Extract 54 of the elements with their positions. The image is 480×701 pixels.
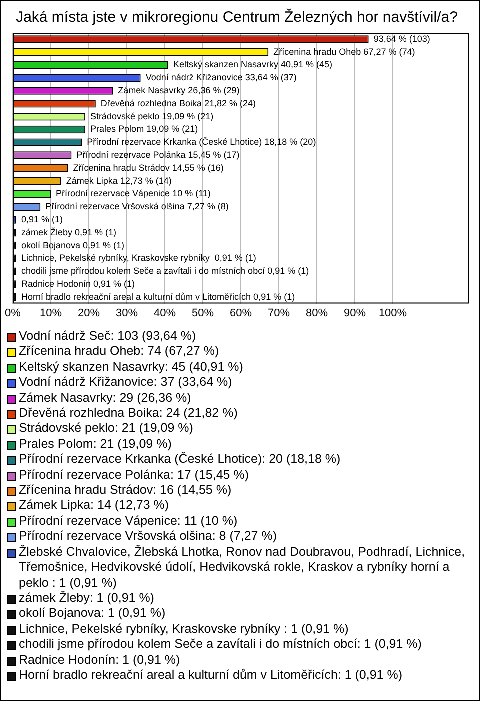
data-label: Vodní nádrž Křižanovice 33,64 % (37): [146, 72, 297, 83]
x-tick-label: 40%: [154, 307, 176, 320]
data-label: Radnice Hodonín 0,91 % (1): [21, 278, 136, 289]
x-tick-label: 60%: [230, 307, 252, 320]
data-label: Lichnice, Pekelské rybníky, Kraskovske rybníky 0,91 % (1): [21, 253, 256, 264]
x-tick-label: 70%: [268, 307, 290, 320]
legend-label: Zámek Nasavrky: 29 (26,36 %): [19, 390, 192, 406]
data-label: okolí Bojanova 0,91 % (1): [21, 240, 125, 250]
x-tick-label: 50%: [192, 307, 214, 320]
chart-title: Jaká místa jste v mikroregionu Centrum Železných hor navštívil/a?: [16, 8, 458, 26]
data-label: Prales Polom 19,09 % (21): [90, 124, 198, 134]
legend-label: Strádovské peklo: 21 (19,09 %): [19, 421, 194, 437]
data-label: Zámek Nasavrky 26,36 % (29): [118, 86, 240, 96]
legend-label: Vodní nádrž Křižanovice: 37 (33,64 %): [19, 375, 232, 391]
legend-label: Zřícenina hradu Oheb: 74 (67,27 %): [19, 344, 220, 360]
data-label: zámek Žleby 0,91 % (1): [21, 227, 117, 238]
data-label: 93,64 % (103): [374, 34, 430, 44]
data-label: Strádovské peklo 19,09 % (21): [90, 111, 214, 122]
legend-label: Radnice Hodonín: 1 (0,91 %): [19, 652, 180, 668]
data-label: Keltský skanzen Nasavrky 40,91 % (45): [173, 60, 333, 70]
data-label: Zámek Lipka 12,73 % (14): [66, 176, 172, 186]
data-label: Přírodní rezervace Krkanka (České Lhotice) 18,18 % (20): [87, 137, 316, 148]
legend-label: Přírodní rezervace Polánka: 17 (15,45 %): [19, 468, 249, 484]
x-tick-label: 30%: [116, 307, 138, 320]
data-label: Přírodní rezervace Vršovská olšina 7,27 % (8): [46, 202, 229, 212]
legend-label: Lichnice, Pekelské rybníky, Kraskovske rybníky : 1 (0,91 %): [19, 622, 349, 638]
legend-label: Horní bradlo rekreační areal a kulturní dům v Litoměřicích: 1 (0,91 %): [19, 668, 403, 684]
legend-label: Přírodní rezervace Krkanka (České Lhotice): 20 (18,18 %): [19, 452, 341, 468]
x-tick-label: 10%: [40, 307, 62, 320]
data-label: Zřícenina hradu Oheb 67,27 % (74): [274, 46, 416, 57]
x-tick-label: 20%: [78, 307, 100, 320]
x-tick-label: 90%: [344, 307, 366, 320]
x-tick-label: 100%: [378, 307, 408, 320]
legend-label: chodili jsme přírodou kolem Seče a zavítali i do místních obcí: 1 (0,91 %): [19, 637, 422, 653]
legend-label: okolí Bojanova: 1 (0,91 %): [19, 606, 166, 622]
x-tick-label: 80%: [306, 307, 328, 320]
data-label: Zřícenina hradu Strádov 14,55 % (16): [73, 162, 224, 173]
data-label: Dřevěná rozhledna Boika 21,82 % (24): [100, 98, 256, 108]
legend-label: Vodní nádrž Seč: 103 (93,64 %): [19, 329, 196, 344]
legend-label: Přírodní rezervace Vršovská olšina: 8 (7,27 %): [19, 529, 277, 545]
legend-label: Keltský skanzen Nasavrky: 45 (40,91 %): [19, 360, 244, 376]
legend-label: zámek Žleby: 1 (0,91 %): [19, 590, 154, 606]
legend-label: Dřevěná rozhledna Boika: 24 (21,82 %): [19, 406, 238, 422]
legend-label: Přírodní rezervace Vápenice: 11 (10 %): [19, 514, 238, 530]
legend-label: Prales Polom: 21 (19,09 %): [19, 436, 172, 452]
legend-label: Zámek Lipka: 14 (12,73 %): [19, 498, 170, 514]
x-tick-label: 0%: [5, 307, 22, 320]
data-label: Přírodní rezervace Polánka 15,45 % (17): [76, 150, 240, 160]
data-label: chodili jsme přírodou kolem Seče a zavítali i do místních obcí 0,91 % (1): [21, 266, 310, 276]
legend-label: Zřícenina hradu Strádov: 16 (14,55 %): [19, 483, 232, 498]
data-label: Horní bradlo rekreační areal a kulturní dům v Litoměřicích 0,91 % (1): [21, 292, 296, 302]
data-label: Přírodní rezervace Vápenice 10 % (11): [56, 188, 211, 199]
legend-label: Žlebské Chvalovice, Žlebská Lhotka, Ronov nad Doubravou, Podhradí, Lichnice, Třemošnice, Hedvikovské údolí, Hedvikovská rokle, Kraskov a rybníky horní a peklo : 1 (0,91 %): [19, 544, 466, 590]
data-label: 0,91 % (1): [21, 214, 63, 224]
